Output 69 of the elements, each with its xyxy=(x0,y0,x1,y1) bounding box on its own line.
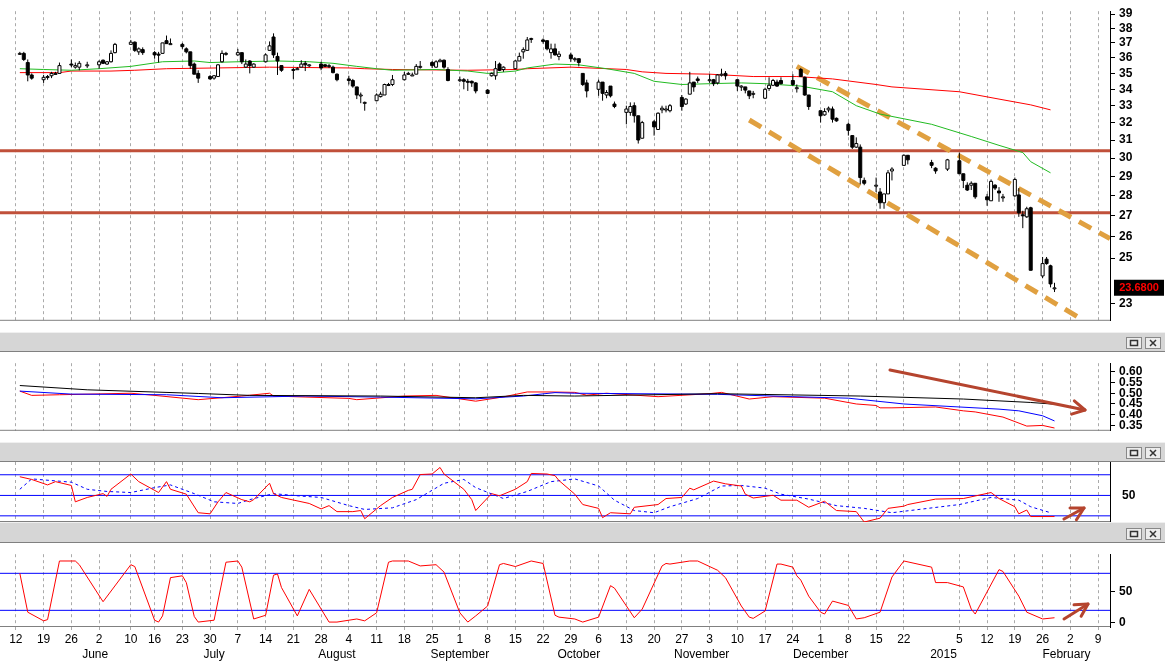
x-tick-label: 3 xyxy=(706,631,714,646)
y-tick-label: 27 xyxy=(1119,208,1133,223)
x-tick-label: 15 xyxy=(508,631,523,646)
x-tick-label: 22 xyxy=(897,631,911,646)
x-tick-label: 6 xyxy=(595,631,603,646)
x-tick-label: 13 xyxy=(619,631,634,646)
x-tick-label: 8 xyxy=(484,631,492,646)
y-tick-label: 39 xyxy=(1119,6,1133,21)
x-tick-label: 17 xyxy=(758,631,773,646)
y-tick-label: 31 xyxy=(1119,132,1133,147)
x-tick-label: 18 xyxy=(397,631,412,646)
x-tick-label: 21 xyxy=(286,631,301,646)
x-tick-label: 11 xyxy=(370,631,384,646)
x-tick-label: 26 xyxy=(1035,631,1050,646)
x-tick-label: 26 xyxy=(64,631,79,646)
x-tick-label: 14 xyxy=(258,631,273,646)
x-tick-label: 5 xyxy=(956,631,964,646)
y-tick-label: 34 xyxy=(1119,81,1133,96)
x-tick-label: 7 xyxy=(234,631,242,646)
x-tick-label: 12 xyxy=(9,631,23,646)
x2-tick-label: October xyxy=(557,646,601,661)
y-tick-label: 0.35 xyxy=(1119,417,1143,432)
y-tick-label: 29 xyxy=(1119,168,1133,183)
x2-tick-label: February xyxy=(1042,646,1091,661)
x-tick-label: 10 xyxy=(730,631,745,646)
x-tick-label: 16 xyxy=(147,631,162,646)
x2-tick-label: June xyxy=(82,646,109,661)
x-tick-label: 19 xyxy=(1008,631,1022,646)
y-tick-label: 23 xyxy=(1119,296,1133,311)
x-tick-label: 15 xyxy=(869,631,884,646)
x-tick-label: 27 xyxy=(675,631,689,646)
x2-tick-label: September xyxy=(430,646,490,661)
x-tick-label: 20 xyxy=(647,631,662,646)
x-tick-label: 4 xyxy=(345,631,353,646)
y-tick-label: 28 xyxy=(1119,188,1133,203)
y-tick-label: 0.55 xyxy=(1119,374,1143,389)
x2-tick-label: July xyxy=(203,646,225,661)
y-tick-label: 0 xyxy=(1119,614,1126,629)
x-tick-label: 22 xyxy=(536,631,551,646)
text: 23.6800 xyxy=(1119,280,1159,293)
x-tick-label: 23 xyxy=(175,631,190,646)
x-tick-label: 2 xyxy=(95,631,103,646)
x-tick-label: 9 xyxy=(1094,631,1102,646)
x-tick-label: 19 xyxy=(36,631,51,646)
y-tick-label: 36 xyxy=(1119,50,1133,65)
y-tick-label: 50 xyxy=(1119,584,1133,599)
x-tick-label: 10 xyxy=(124,631,138,646)
y-tick-label: 26 xyxy=(1119,228,1133,243)
y-tick-label: 30 xyxy=(1119,150,1133,165)
y-tick-label: 35 xyxy=(1119,65,1133,80)
x-tick-label: 8 xyxy=(845,631,853,646)
x-tick-label: 2 xyxy=(1067,631,1075,646)
y-tick-label: 33 xyxy=(1119,98,1133,113)
x2-tick-label: August xyxy=(318,646,357,661)
x-tick-label: 25 xyxy=(425,631,440,646)
y-tick-label: 37 xyxy=(1119,35,1133,50)
x-tick-label: 28 xyxy=(314,631,329,646)
x-tick-label: 1 xyxy=(456,631,464,646)
x-tick-label: 24 xyxy=(786,631,800,646)
x-tick-label: 29 xyxy=(564,631,578,646)
x2-tick-label: 2015 xyxy=(930,646,958,661)
x2-tick-label: November xyxy=(674,646,730,661)
y-tick-label: 25 xyxy=(1119,250,1133,265)
x-tick-label: 1 xyxy=(817,631,825,646)
x-tick-label: 30 xyxy=(203,631,218,646)
x-tick-label: 12 xyxy=(980,631,995,646)
y-tick-label: 32 xyxy=(1119,114,1133,129)
y-tick-label: 38 xyxy=(1119,20,1133,35)
x2-tick-label: December xyxy=(792,646,849,661)
